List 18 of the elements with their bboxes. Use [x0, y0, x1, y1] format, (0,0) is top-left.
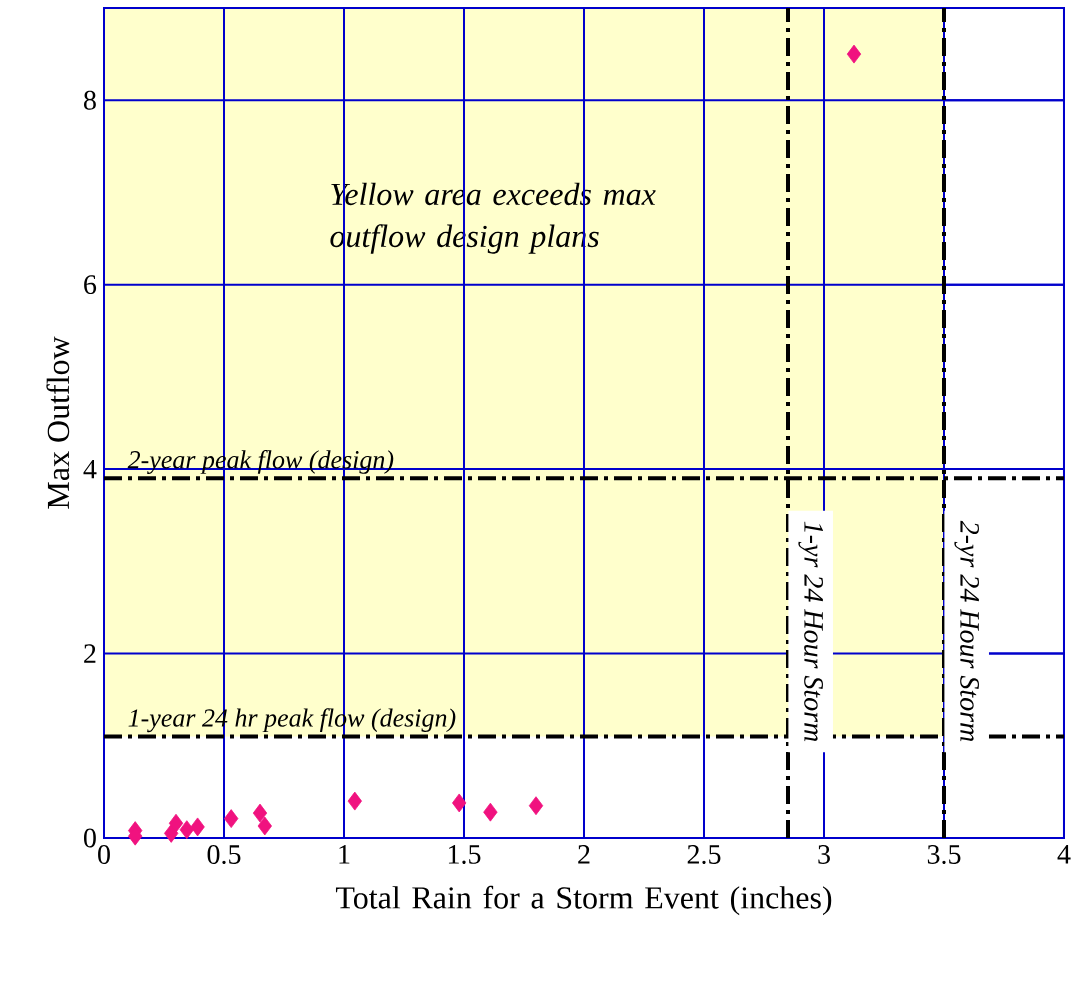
- y-tick-label: 8: [84, 90, 96, 110]
- x-tick-label: 0.5: [207, 845, 241, 865]
- x-tick-label: 1: [339, 845, 350, 864]
- ref-line-label: 1-yr 24 Hour Storm: [798, 521, 823, 742]
- y-tick-label: 0: [84, 828, 96, 848]
- x-tick-label: 3: [818, 845, 830, 864]
- x-tick-label: 2: [578, 845, 590, 864]
- x-tick-label: 4: [1057, 845, 1071, 864]
- y-tick-label: 4: [83, 459, 97, 479]
- y-tick-label: 6: [84, 275, 97, 295]
- x-tick-label: 1.5: [448, 845, 481, 864]
- x-axis-title: Total Rain for a Storm Event (inches): [335, 885, 832, 916]
- x-tick-label: 2.5: [687, 845, 721, 864]
- ref-line-label: 2-yr 24 Hour Storm: [954, 520, 979, 742]
- y-axis-title: Max Outflow: [46, 336, 70, 509]
- x-tick-label: 0: [98, 845, 110, 864]
- y-tick-label: 2: [84, 644, 96, 663]
- x-tick-label: 3.5: [927, 845, 961, 864]
